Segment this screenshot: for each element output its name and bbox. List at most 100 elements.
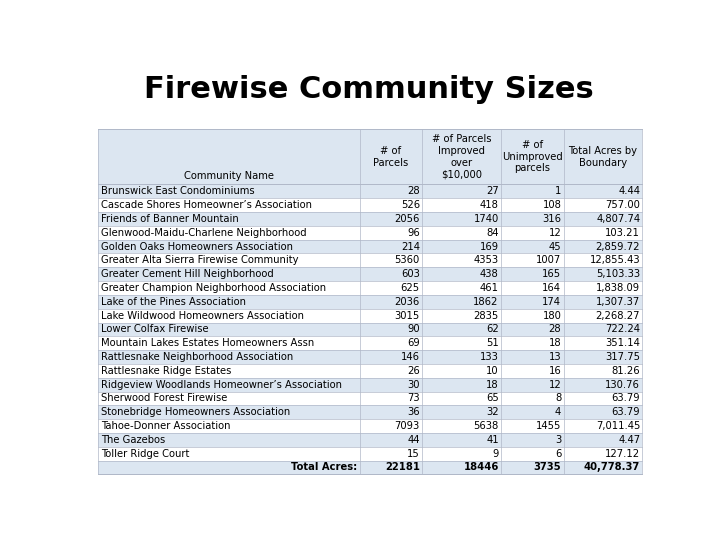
Text: Firewise Community Sizes: Firewise Community Sizes bbox=[144, 75, 594, 104]
Text: 6: 6 bbox=[555, 449, 562, 458]
Bar bbox=[99, 295, 642, 309]
Bar bbox=[99, 419, 642, 433]
Text: 1: 1 bbox=[555, 186, 562, 197]
Bar bbox=[99, 309, 642, 322]
Text: 108: 108 bbox=[542, 200, 562, 210]
Text: 63.79: 63.79 bbox=[611, 394, 640, 403]
Text: Tahoe-Donner Association: Tahoe-Donner Association bbox=[101, 421, 230, 431]
Text: Stonebridge Homeowners Association: Stonebridge Homeowners Association bbox=[101, 407, 290, 417]
Text: 7093: 7093 bbox=[395, 421, 420, 431]
Text: 1,838.09: 1,838.09 bbox=[596, 283, 640, 293]
Text: 41: 41 bbox=[486, 435, 499, 445]
Bar bbox=[99, 350, 642, 364]
Text: 438: 438 bbox=[480, 269, 499, 279]
Text: 7,011.45: 7,011.45 bbox=[596, 421, 640, 431]
Text: 28: 28 bbox=[408, 186, 420, 197]
Text: 9: 9 bbox=[492, 449, 499, 458]
Bar bbox=[99, 447, 642, 461]
Text: 351.14: 351.14 bbox=[606, 338, 640, 348]
Text: 96: 96 bbox=[407, 228, 420, 238]
Text: 36: 36 bbox=[408, 407, 420, 417]
Text: 18446: 18446 bbox=[464, 462, 499, 472]
Text: 8: 8 bbox=[555, 394, 562, 403]
Text: 81.26: 81.26 bbox=[611, 366, 640, 376]
Text: The Gazebos: The Gazebos bbox=[101, 435, 165, 445]
Bar bbox=[99, 392, 642, 406]
Text: Rattlesnake Neighborhood Association: Rattlesnake Neighborhood Association bbox=[101, 352, 293, 362]
Text: 45: 45 bbox=[549, 241, 562, 252]
Text: 2,268.27: 2,268.27 bbox=[595, 310, 640, 321]
Text: Toller Ridge Court: Toller Ridge Court bbox=[101, 449, 189, 458]
Text: 3: 3 bbox=[555, 435, 562, 445]
Text: 30: 30 bbox=[408, 380, 420, 390]
Text: 1455: 1455 bbox=[536, 421, 562, 431]
Text: 133: 133 bbox=[480, 352, 499, 362]
Text: Total Acres by
Boundary: Total Acres by Boundary bbox=[569, 146, 637, 167]
Text: 12: 12 bbox=[549, 380, 562, 390]
Text: Lake of the Pines Association: Lake of the Pines Association bbox=[101, 297, 246, 307]
Text: 526: 526 bbox=[401, 200, 420, 210]
Text: 22181: 22181 bbox=[385, 462, 420, 472]
Text: 625: 625 bbox=[401, 283, 420, 293]
Text: 3015: 3015 bbox=[395, 310, 420, 321]
Text: Sherwood Forest Firewise: Sherwood Forest Firewise bbox=[101, 394, 227, 403]
Text: Greater Champion Neighborhood Association: Greater Champion Neighborhood Associatio… bbox=[101, 283, 325, 293]
Bar bbox=[99, 267, 642, 281]
Text: Greater Alta Sierra Firewise Community: Greater Alta Sierra Firewise Community bbox=[101, 255, 298, 265]
Bar bbox=[99, 226, 642, 240]
Text: 12,855.43: 12,855.43 bbox=[590, 255, 640, 265]
Text: Lower Colfax Firewise: Lower Colfax Firewise bbox=[101, 325, 208, 334]
Text: 2,859.72: 2,859.72 bbox=[595, 241, 640, 252]
Bar bbox=[99, 185, 642, 198]
Bar bbox=[99, 198, 642, 212]
Text: 84: 84 bbox=[486, 228, 499, 238]
Text: Greater Cement Hill Neighborhood: Greater Cement Hill Neighborhood bbox=[101, 269, 274, 279]
Bar bbox=[99, 364, 642, 378]
Text: Cascade Shores Homeowner’s Association: Cascade Shores Homeowner’s Association bbox=[101, 200, 312, 210]
Text: 461: 461 bbox=[480, 283, 499, 293]
Text: 2056: 2056 bbox=[395, 214, 420, 224]
Text: 1740: 1740 bbox=[474, 214, 499, 224]
Text: Mountain Lakes Estates Homeowners Assn: Mountain Lakes Estates Homeowners Assn bbox=[101, 338, 314, 348]
Text: 165: 165 bbox=[542, 269, 562, 279]
Text: # of Parcels
Improved
over
$10,000: # of Parcels Improved over $10,000 bbox=[432, 134, 491, 179]
Text: 5638: 5638 bbox=[474, 421, 499, 431]
Text: 317.75: 317.75 bbox=[606, 352, 640, 362]
Bar bbox=[99, 281, 642, 295]
Text: 1007: 1007 bbox=[536, 255, 562, 265]
Text: 180: 180 bbox=[542, 310, 562, 321]
Text: 722.24: 722.24 bbox=[606, 325, 640, 334]
Bar bbox=[99, 461, 642, 474]
Text: Rattlesnake Ridge Estates: Rattlesnake Ridge Estates bbox=[101, 366, 231, 376]
Text: 4: 4 bbox=[555, 407, 562, 417]
Text: 4353: 4353 bbox=[474, 255, 499, 265]
Text: # of
Parcels: # of Parcels bbox=[373, 146, 408, 167]
Text: Community Name: Community Name bbox=[184, 171, 274, 181]
Text: 12: 12 bbox=[549, 228, 562, 238]
Text: 3735: 3735 bbox=[534, 462, 562, 472]
Text: 40,778.37: 40,778.37 bbox=[584, 462, 640, 472]
Text: 15: 15 bbox=[407, 449, 420, 458]
Text: Golden Oaks Homeowners Association: Golden Oaks Homeowners Association bbox=[101, 241, 292, 252]
Text: 44: 44 bbox=[408, 435, 420, 445]
Text: Friends of Banner Mountain: Friends of Banner Mountain bbox=[101, 214, 238, 224]
Text: 65: 65 bbox=[486, 394, 499, 403]
Text: Ridgeview Woodlands Homeowner’s Association: Ridgeview Woodlands Homeowner’s Associat… bbox=[101, 380, 341, 390]
Text: 2835: 2835 bbox=[474, 310, 499, 321]
Text: 4.44: 4.44 bbox=[618, 186, 640, 197]
Text: 5360: 5360 bbox=[395, 255, 420, 265]
Text: 90: 90 bbox=[408, 325, 420, 334]
Text: 27: 27 bbox=[486, 186, 499, 197]
Text: 51: 51 bbox=[486, 338, 499, 348]
Text: 418: 418 bbox=[480, 200, 499, 210]
Text: 1862: 1862 bbox=[473, 297, 499, 307]
Bar bbox=[99, 253, 642, 267]
Text: Glenwood-Maidu-Charlene Neighborhood: Glenwood-Maidu-Charlene Neighborhood bbox=[101, 228, 306, 238]
Text: 32: 32 bbox=[486, 407, 499, 417]
Text: 2036: 2036 bbox=[395, 297, 420, 307]
Text: 316: 316 bbox=[542, 214, 562, 224]
Text: 5,103.33: 5,103.33 bbox=[596, 269, 640, 279]
Text: 127.12: 127.12 bbox=[605, 449, 640, 458]
Text: 18: 18 bbox=[549, 338, 562, 348]
Text: 757.00: 757.00 bbox=[606, 200, 640, 210]
